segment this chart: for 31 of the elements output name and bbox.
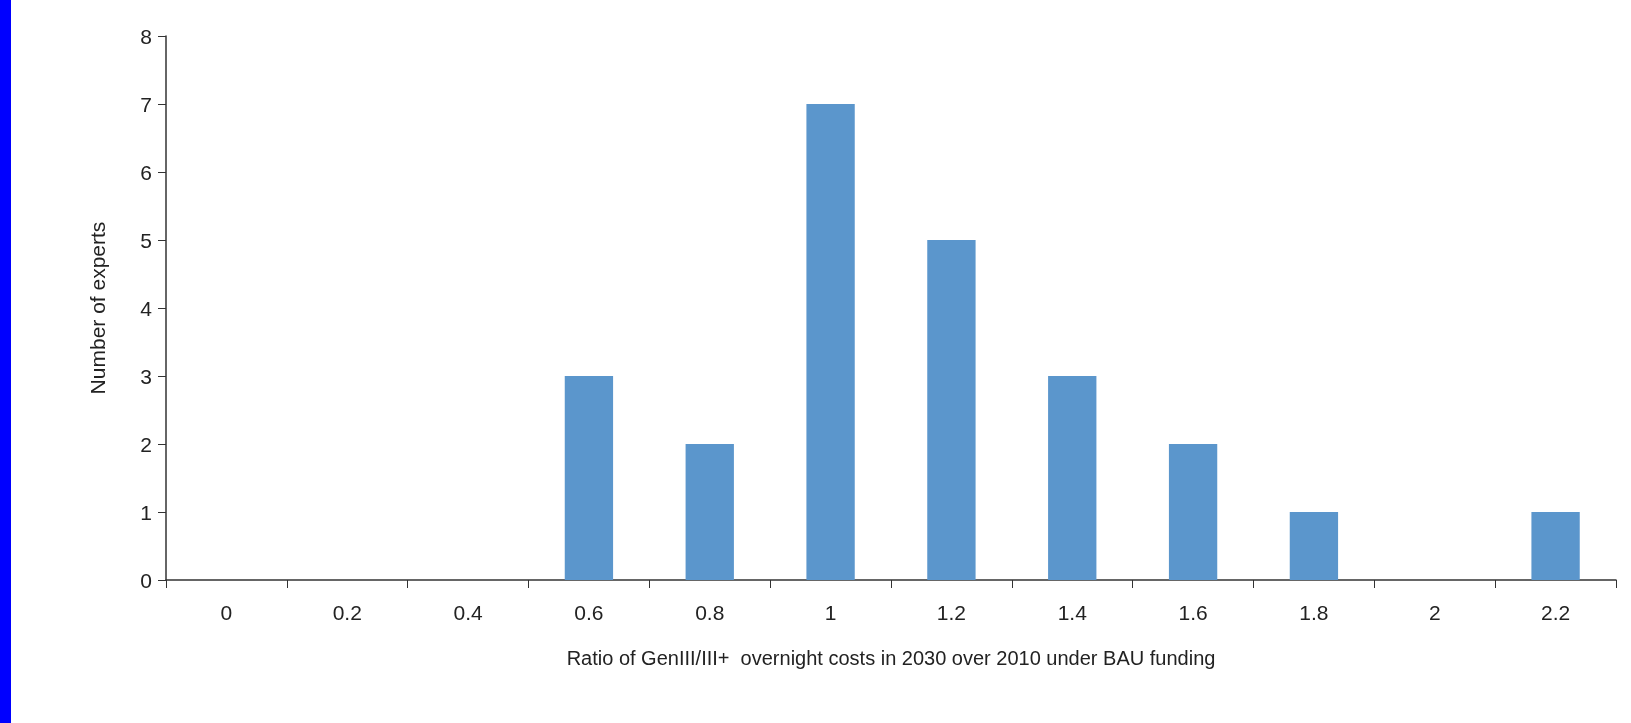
y-tick-label: 6 [140,160,152,184]
x-tick-label: 1.2 [936,601,967,624]
y-tick-label: 4 [140,296,153,320]
y-tick-label: 2 [140,432,152,456]
bar [927,240,976,580]
x-tick-label: 0.6 [574,601,604,624]
y-axis-title: Number of experts [86,221,109,395]
x-tick-label: 0.2 [332,601,362,624]
x-tick-label: 0.4 [453,601,483,624]
y-tick-label: 5 [140,228,152,252]
x-tick-label: 1.8 [1299,601,1329,624]
bar [1531,512,1580,580]
y-tick-label: 8 [140,24,152,48]
y-tick-label: 3 [140,364,152,388]
bar [564,376,614,580]
x-tick-label: 1.4 [1057,601,1088,624]
bar [1048,376,1097,580]
x-tick-label: 0.8 [695,601,725,624]
bar [1168,444,1218,580]
x-tick-label: 0 [220,601,233,624]
y-tick-label: 0 [140,568,152,592]
x-axis-title: Ratio of GenIII/III+ overnight costs in 2030 over 2010 under BAU funding [566,647,1216,669]
y-tick-label: 1 [140,500,152,524]
x-tick-label: 1 [824,601,837,624]
y-tick-label: 7 [140,92,152,116]
x-tick-label: 2 [1428,601,1441,624]
x-tick-label: 1.6 [1178,601,1208,624]
bar [685,444,734,580]
bar [1289,512,1339,580]
x-tick-label: 2.2 [1540,601,1571,624]
bar [806,104,855,580]
